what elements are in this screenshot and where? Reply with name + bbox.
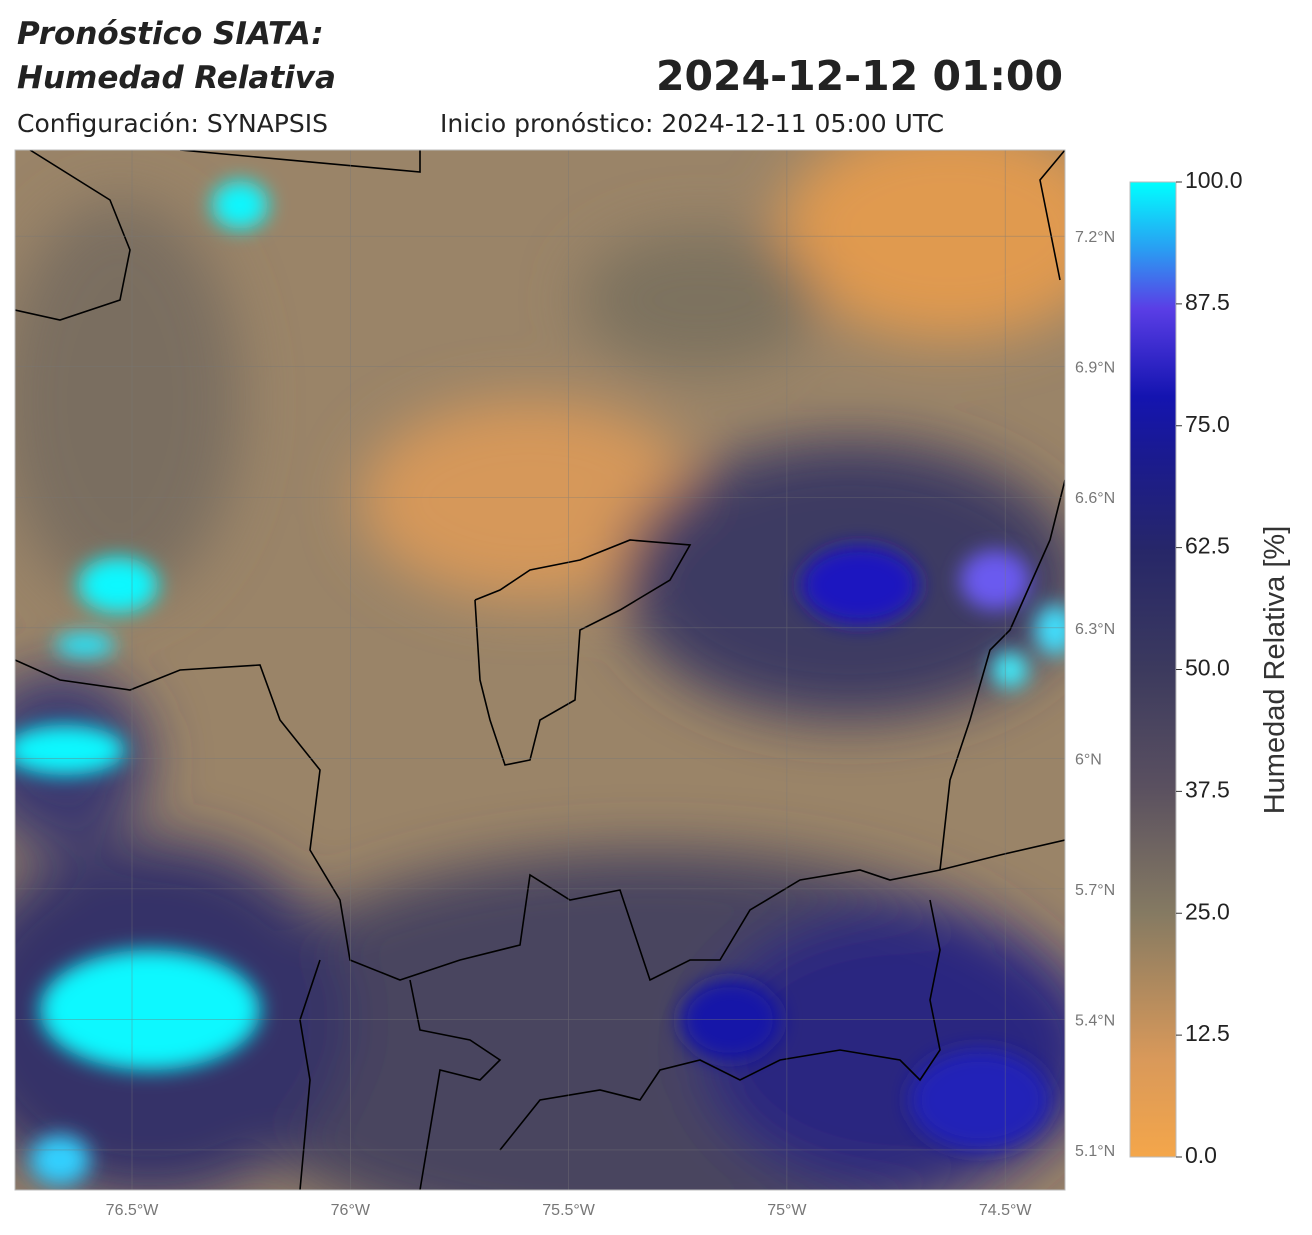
lat-tick-label: 5.1°N bbox=[1075, 1143, 1115, 1160]
colorbar-tick-label: 62.5 bbox=[1185, 533, 1230, 559]
colorbar-tick-label: 25.0 bbox=[1185, 898, 1230, 924]
colorbar-label: Humedad Relativa [%] bbox=[1259, 526, 1291, 815]
date: 2024-12-12 01:00 bbox=[656, 52, 1063, 100]
configuration: Configuración: SYNAPSIS bbox=[17, 109, 328, 138]
lat-tick-label: 5.7°N bbox=[1075, 882, 1115, 899]
title: Humedad Relativa bbox=[17, 60, 336, 96]
title: Pronóstico SIATA: bbox=[17, 16, 324, 52]
colorbar bbox=[1129, 181, 1177, 1158]
lat-tick-label: 6.9°N bbox=[1075, 360, 1115, 377]
lon-tick-label: 76.5°W bbox=[106, 1202, 160, 1219]
lon-tick-label: 74.5°W bbox=[979, 1202, 1033, 1219]
colorbar-tick-label: 0.0 bbox=[1185, 1142, 1217, 1168]
lat-tick-label: 6.6°N bbox=[1075, 490, 1115, 507]
lat-tick-label: 6.3°N bbox=[1075, 621, 1115, 638]
lon-tick-label: 76°W bbox=[331, 1202, 371, 1219]
colorbar-tick-label: 50.0 bbox=[1185, 655, 1230, 681]
forecast-start: Inicio pronóstico: 2024-12-11 05:00 UTC bbox=[440, 109, 944, 138]
map bbox=[15, 150, 1065, 1190]
lat-tick-label: 5.4°N bbox=[1075, 1012, 1115, 1029]
map-frame bbox=[14, 149, 1066, 1191]
lon-tick-label: 75.5°W bbox=[542, 1202, 596, 1219]
colorbar-tick-label: 12.5 bbox=[1185, 1020, 1230, 1046]
colorbar-tick-label: 87.5 bbox=[1185, 289, 1230, 315]
colorbar-tick-label: 37.5 bbox=[1185, 776, 1230, 802]
lat-tick-label: 7.2°N bbox=[1075, 229, 1115, 246]
colorbar-tick-label: 100.0 bbox=[1185, 167, 1243, 193]
lon-tick-label: 75°W bbox=[767, 1202, 807, 1219]
lat-tick-label: 6°N bbox=[1075, 751, 1102, 768]
colorbar-tick-label: 75.0 bbox=[1185, 411, 1230, 437]
